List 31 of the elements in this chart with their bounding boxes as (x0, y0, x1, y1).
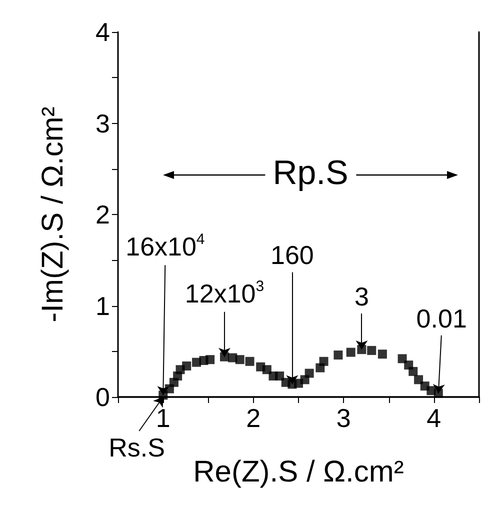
x-tick-label: 4 (426, 403, 442, 433)
y-axis-title: -Im(Z).S / Ω.cm² (36, 106, 70, 322)
point (414, 375, 424, 384)
point (398, 354, 407, 364)
annotation: 0.01 (416, 303, 467, 334)
annotation: 160 (270, 240, 314, 270)
point (206, 355, 215, 364)
y-tick-label: 0 (96, 382, 110, 412)
point (378, 350, 387, 359)
point (346, 348, 356, 357)
point (262, 365, 272, 374)
x-tick-label: 1 (156, 403, 170, 433)
annotation: Rs.S (108, 432, 165, 462)
annotation: 3 (354, 282, 369, 312)
point (235, 355, 244, 364)
x-tick-label: 3 (336, 403, 351, 433)
annotation: Rp.S (264, 154, 356, 192)
point (182, 361, 192, 370)
point (275, 372, 284, 381)
x-tick-label: 2 (246, 403, 261, 433)
y-tick-label: 1 (96, 290, 110, 321)
point (319, 356, 328, 366)
x-axis-title: Re(Z).S / Ω.cm² (193, 456, 404, 488)
y-tick-label: 3 (96, 108, 110, 138)
point (367, 346, 376, 355)
point (304, 368, 314, 378)
point (334, 350, 343, 360)
point (408, 366, 418, 376)
point (245, 356, 254, 366)
y-tick-label: 4 (96, 17, 110, 47)
y-tick-label: 2 (96, 200, 110, 230)
